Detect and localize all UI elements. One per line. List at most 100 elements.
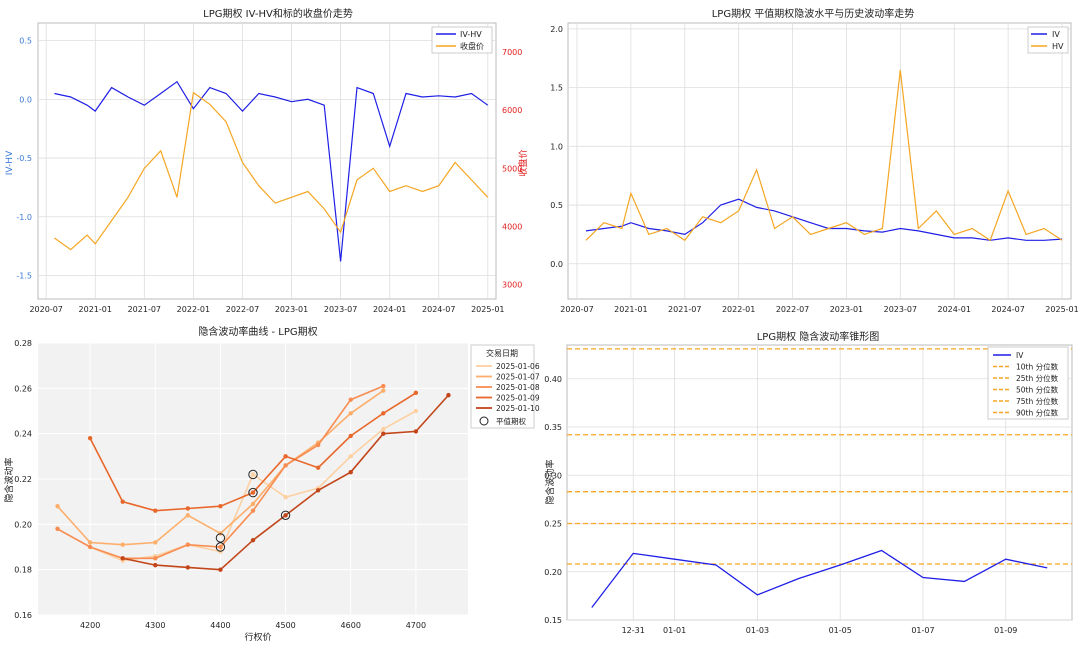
y-tick-label: 0.35 bbox=[544, 423, 562, 432]
y-tick-label-right: 5000 bbox=[502, 164, 522, 173]
chart-title: LPG期权 IV-HV和标的收盘价走势 bbox=[203, 7, 353, 20]
chart-title: LPG期权 隐含波动率锥形图 bbox=[757, 330, 880, 343]
legend-label-hv: HV bbox=[1052, 42, 1064, 51]
smile-point bbox=[283, 494, 288, 500]
panel-iv-smile: 隐含波动率曲线 - LPG期权 0.28 0.26 0.24 0.22 0.20 0.18… bbox=[3, 325, 540, 643]
smile-point bbox=[315, 442, 321, 448]
smile-point bbox=[348, 397, 353, 402]
x-tick-label: 01-05 bbox=[829, 626, 852, 635]
x-tick-label: 4500 bbox=[275, 621, 295, 630]
y-tick-label: 0.26 bbox=[14, 384, 32, 393]
y-axis-label-right: 收盘价 bbox=[517, 149, 529, 176]
legend: IV-HV 收盘价 bbox=[431, 26, 493, 54]
y-tick-label: 0.25 bbox=[544, 520, 562, 529]
smile-point bbox=[87, 436, 93, 441]
smile-point bbox=[250, 508, 256, 513]
legend-label: 2025-01-08 bbox=[496, 383, 540, 392]
x-tick-label: 01-03 bbox=[746, 626, 769, 635]
smile-point bbox=[381, 383, 386, 389]
y-axis-label: 隐含波动率 bbox=[3, 457, 15, 502]
atm-marker bbox=[215, 533, 226, 543]
smile-point bbox=[381, 431, 386, 436]
x-tick-label: 2024-01 bbox=[373, 305, 406, 314]
panel-iv-hv-levels: LPG期权 平值期权隐波水平与历史波动率走势 2.0 1.5 1.0 0.5 0.0 20… bbox=[550, 7, 1078, 314]
x-tick-label: 2022-01 bbox=[722, 305, 755, 314]
smile-point bbox=[185, 513, 191, 518]
smile-point bbox=[381, 426, 386, 432]
legend-label: IV bbox=[1016, 351, 1024, 360]
y-tick-label-left: 0.0 bbox=[19, 95, 32, 104]
x-tick-label: 2025-01 bbox=[1045, 305, 1078, 314]
x-tick-label: 4200 bbox=[80, 621, 100, 630]
atm-marker bbox=[280, 510, 291, 520]
y-tick-label-right: 7000 bbox=[502, 48, 522, 57]
smile-point bbox=[413, 408, 419, 414]
smile-point bbox=[348, 411, 353, 416]
legend-label: 25th 分位数 bbox=[1016, 373, 1059, 383]
atm-marker bbox=[248, 487, 258, 498]
smile-point bbox=[185, 542, 191, 547]
x-tick-label: 01-01 bbox=[663, 626, 686, 635]
x-tick-label: 2020-07 bbox=[560, 305, 593, 314]
y-tick-label: 0.22 bbox=[14, 475, 32, 484]
y-tick-label: 0.40 bbox=[544, 375, 562, 384]
chart-title: 隐含波动率曲线 - LPG期权 bbox=[198, 325, 317, 338]
x-tick-label: 2021-07 bbox=[668, 305, 701, 314]
x-tick-label: 01-09 bbox=[994, 626, 1017, 635]
y-tick-label: 0.0 bbox=[550, 260, 563, 269]
x-tick-label: 4600 bbox=[341, 621, 361, 630]
y-tick-label: 0.30 bbox=[544, 471, 562, 480]
x-tick-label: 2023-01 bbox=[275, 305, 308, 314]
smile-point bbox=[153, 540, 158, 545]
y-tick-label-left: -0.5 bbox=[16, 154, 32, 163]
legend-label-iv: IV bbox=[1052, 30, 1060, 39]
smile-point bbox=[348, 470, 353, 475]
smile-point bbox=[381, 411, 386, 416]
y-tick-label: 0.5 bbox=[550, 201, 563, 210]
y-tick-label-right: 4000 bbox=[502, 222, 522, 231]
x-tick-label: 2022-07 bbox=[226, 305, 259, 314]
y-tick-label-right: 3000 bbox=[502, 280, 522, 289]
x-tick-label: 2022-07 bbox=[776, 305, 809, 314]
y-tick-label: 0.15 bbox=[544, 616, 562, 625]
panel-iv-cone: LPG期权 隐含波动率锥形图 0.40 0.35 0.30 0.25 0.20 0.15 1… bbox=[544, 330, 1073, 635]
smile-point bbox=[413, 429, 419, 434]
y-axis-label: 隐含波动率 bbox=[544, 459, 556, 504]
y-axis-label-left: IV-HV bbox=[5, 150, 15, 175]
legend-swatch-atm bbox=[479, 416, 489, 426]
legend-label-close: 收盘价 bbox=[460, 41, 484, 51]
x-tick-label: 2023-07 bbox=[884, 305, 917, 314]
y-tick-label: 0.18 bbox=[14, 566, 32, 575]
smile-point bbox=[250, 501, 256, 507]
x-tick-label: 2021-01 bbox=[79, 305, 112, 314]
smile-point bbox=[218, 567, 223, 572]
x-tick-label: 2020-07 bbox=[29, 305, 62, 314]
y-tick-label: 0.16 bbox=[14, 611, 32, 620]
y-tick-label: 0.20 bbox=[544, 568, 562, 577]
legend-label: 10th 分位数 bbox=[1016, 362, 1059, 372]
atm-marker bbox=[215, 542, 226, 552]
x-tick-label: 2021-07 bbox=[128, 305, 161, 314]
smile-point bbox=[120, 556, 125, 561]
smile-point bbox=[185, 506, 191, 511]
smile-point bbox=[283, 513, 288, 518]
legend-label: 2025-01-06 bbox=[496, 362, 540, 371]
x-tick-label: 4300 bbox=[145, 621, 165, 630]
y-tick-label: 0.28 bbox=[14, 339, 32, 348]
legend-title: 交易日期 bbox=[486, 348, 518, 358]
smile-point bbox=[250, 490, 256, 495]
x-tick-label: 2022-01 bbox=[177, 305, 210, 314]
legend-label: 2025-01-09 bbox=[496, 394, 540, 403]
x-axis-label: 行权价 bbox=[244, 631, 271, 643]
chart-title: LPG期权 平值期权隐波水平与历史波动率走势 bbox=[712, 7, 915, 20]
legend-label: 50th 分位数 bbox=[1016, 385, 1059, 395]
smile-point bbox=[348, 433, 353, 439]
x-tick-label: 4700 bbox=[406, 621, 426, 630]
smile-line bbox=[57, 410, 417, 562]
x-tick-label: 2023-07 bbox=[324, 305, 357, 314]
y-tick-label: 0.20 bbox=[14, 520, 32, 529]
smile-point bbox=[315, 488, 321, 493]
